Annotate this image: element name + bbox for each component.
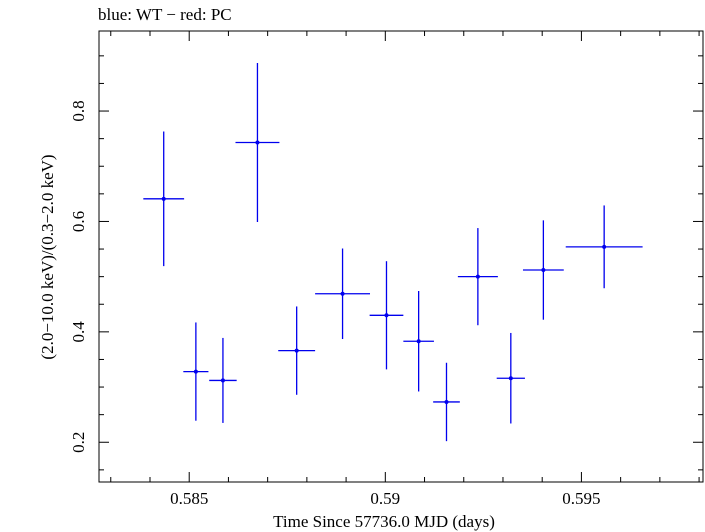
data-point xyxy=(143,131,185,267)
point-marker xyxy=(220,378,225,383)
data-point xyxy=(522,220,564,320)
y-tick-label: 0.6 xyxy=(69,211,88,232)
y-axis-label: (2.0−10.0 keV)/(0.3−2.0 keV) xyxy=(38,154,57,359)
point-marker xyxy=(294,348,299,353)
y-tick-label: 0.2 xyxy=(69,432,88,453)
point-marker xyxy=(193,369,198,374)
x-axis-ticks: 0.585 0.59 0.595 xyxy=(110,31,700,508)
x-tick-label: 0.59 xyxy=(370,489,400,508)
point-marker xyxy=(602,244,607,249)
data-point xyxy=(433,362,460,442)
point-marker xyxy=(444,399,449,404)
data-point xyxy=(403,291,434,392)
point-marker xyxy=(475,274,480,279)
point-marker xyxy=(416,339,421,344)
point-marker xyxy=(508,376,513,381)
x-tick-label: 0.595 xyxy=(562,489,600,508)
chart-title: blue: WT − red: PC xyxy=(98,5,232,24)
point-marker xyxy=(161,196,166,201)
data-point xyxy=(565,205,643,289)
data-point xyxy=(315,248,371,340)
y-tick-label: 0.4 xyxy=(69,321,88,343)
data-point xyxy=(496,332,525,424)
point-marker xyxy=(340,291,345,296)
point-marker xyxy=(541,268,546,273)
data-point xyxy=(183,322,209,421)
data-point xyxy=(235,63,280,222)
x-axis-label: Time Since 57736.0 MJD (days) xyxy=(273,512,495,531)
y-axis-ticks: 0.2 0.4 0.6 0.8 xyxy=(69,55,703,471)
data-points xyxy=(143,63,643,442)
data-point xyxy=(457,228,498,326)
data-point xyxy=(369,261,404,370)
point-marker xyxy=(255,140,260,145)
data-point xyxy=(278,306,316,395)
point-marker xyxy=(384,313,389,318)
plot-frame xyxy=(98,30,704,483)
y-tick-label: 0.8 xyxy=(69,100,88,121)
x-tick-label: 0.585 xyxy=(170,489,208,508)
data-point xyxy=(209,337,237,423)
